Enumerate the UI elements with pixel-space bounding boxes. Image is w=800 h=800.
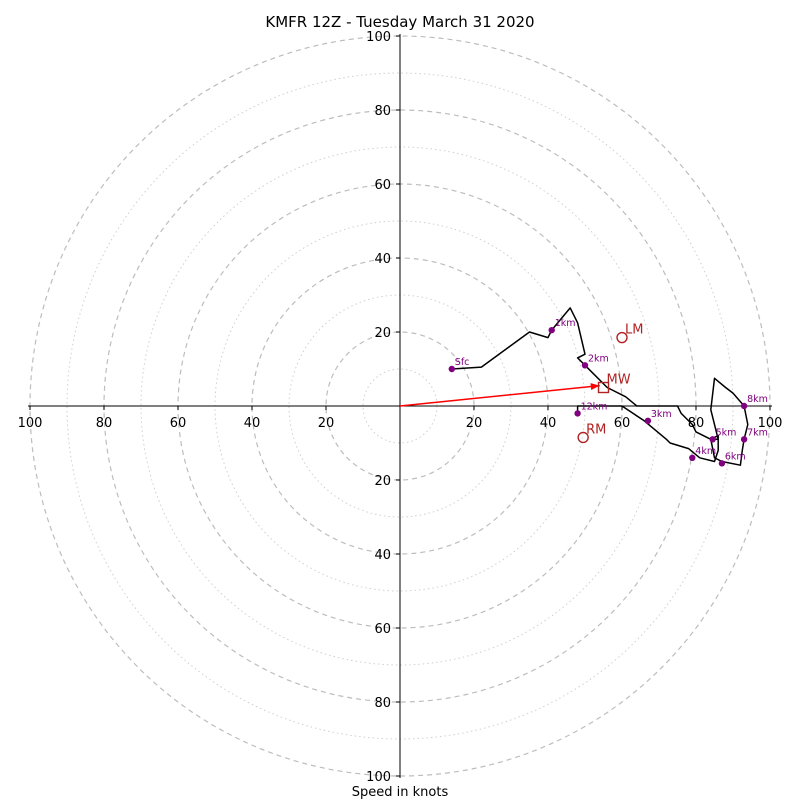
y-tick-label: 80 [374,104,391,119]
storm-motion-marker [616,331,628,344]
mean-wind-arrow [399,383,600,407]
height-marker-dot [740,436,748,443]
height-marker-dot [709,436,716,443]
y-tick-label: 20 [374,326,391,341]
x-tick-label: 60 [170,416,187,431]
height-marker-dot [548,326,555,334]
x-tick-label: 20 [318,416,335,431]
height-marker-dot [448,365,455,373]
height-marker-dot [689,454,696,461]
x-tick-label: 80 [688,416,705,431]
height-marker-label: 12km [581,401,608,412]
height-marker-label: 5km [716,427,737,438]
height-marker-label: 2km [588,353,609,364]
x-axis-label: Speed in knots [352,785,449,800]
arrow-head [590,383,600,390]
height-marker-label: 8km [747,394,768,405]
y-tick-label: 60 [374,178,391,193]
height-marker-label: 1km [555,318,576,329]
y-tick-label: 80 [374,696,391,711]
hodograph-line [451,307,749,466]
x-tick-label: 40 [244,416,261,431]
axis-ticks [29,35,771,777]
axis-tick-labels: 20 20 20 20 40 40 40 40 60 60 60 60 80 80 80 80 100 100 10… [18,30,783,785]
storm-motion-label: LM [625,323,643,338]
y-tick-label: 60 [374,622,391,637]
height-marker-label: 4km [695,446,716,457]
y-tick-label: 40 [374,548,391,563]
y-tick-label: 100 [366,30,391,45]
x-tick-label: 20 [466,416,483,431]
x-tick-label: 100 [758,416,783,431]
height-marker-label: Sfc [455,357,470,368]
height-marker-dot [574,410,581,417]
storm-motion-label: MW [607,373,631,388]
height-marker-dot [581,362,589,369]
x-tick-label: 40 [540,416,557,431]
height-marker-dot [740,402,748,410]
height-marker-dot [718,460,726,467]
y-tick-label: 20 [374,474,391,489]
x-tick-label: 60 [614,416,631,431]
y-tick-label: 40 [374,252,391,267]
arrow-shaft [399,384,600,407]
storm-motion-markers: LM MW RM [577,323,643,444]
height-marker-label: 7km [747,427,768,438]
chart-title: KMFR 12Z - Tuesday March 31 2020 [265,13,534,31]
mean-wind-marker [597,381,610,394]
storm-motion-label: RM [586,422,606,437]
height-marker-dot [644,417,652,424]
height-marker-label: 6km [725,451,746,462]
height-marker-label: 3km [651,409,672,420]
x-tick-label: 100 [18,416,43,431]
x-tick-label: 80 [96,416,113,431]
y-tick-label: 100 [366,770,391,785]
storm-motion-marker [577,431,589,444]
